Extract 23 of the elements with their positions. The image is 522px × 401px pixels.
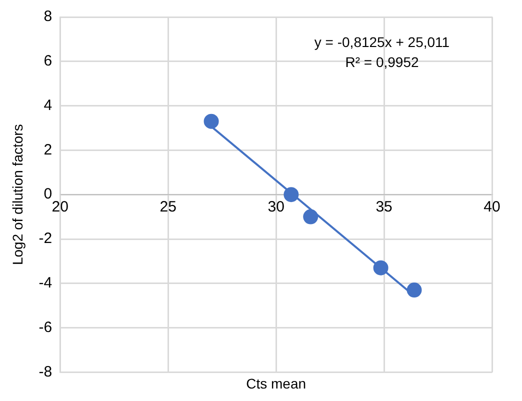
x-tick-label: 25 [160, 198, 176, 216]
point [373, 260, 388, 276]
x-tick-label: 20 [52, 198, 68, 216]
y-tick-label: -2 [38, 230, 52, 248]
y-tick-label: -8 [38, 363, 52, 380]
x-tick-label: 35 [376, 198, 392, 216]
x-tick-label: 40 [484, 198, 500, 216]
y-tick-label: -4 [38, 274, 52, 292]
x-tick-label: 30 [268, 198, 284, 216]
y-tick-label: 8 [44, 8, 52, 26]
x-axis-title: Cts mean [246, 375, 306, 392]
point [303, 209, 318, 224]
y-tick-label: 0 [44, 186, 52, 203]
y-tick-label: 2 [44, 141, 52, 158]
point [406, 282, 422, 298]
point [204, 114, 219, 129]
y-axis-title: Log2 of dilution factors [9, 124, 26, 266]
point [284, 187, 299, 202]
y-tick-label: -6 [38, 318, 52, 336]
y-tick-label: 4 [44, 96, 52, 114]
y-tick-label: 6 [44, 52, 52, 70]
annotation: y = -0,8125x + 25,011 [314, 34, 450, 50]
annotation: R² = 0,9952 [345, 54, 419, 70]
